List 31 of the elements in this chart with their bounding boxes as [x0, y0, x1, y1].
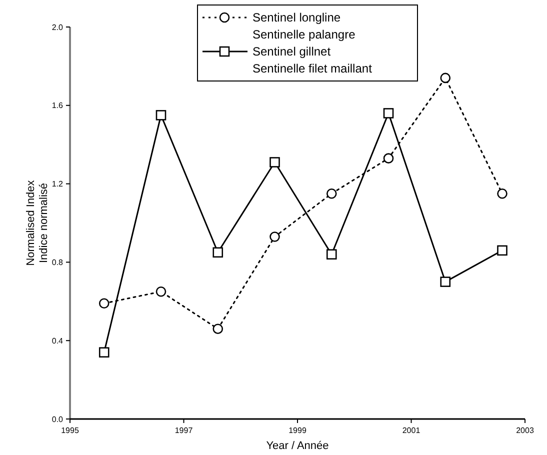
- point: [440, 72, 451, 84]
- point: [440, 276, 451, 287]
- point: [270, 232, 280, 242]
- point: [497, 245, 508, 256]
- point: [156, 110, 166, 120]
- x-tick-label: 2001: [402, 426, 421, 435]
- x-tick-label: 1995: [61, 426, 80, 435]
- y-tick-label: 0.4: [52, 336, 64, 346]
- legend-label: Sentinel longline Sentinelle palangre: [252, 10, 356, 42]
- y-tick-label: 2.0: [52, 22, 64, 32]
- y-tick-label: 1.6: [52, 101, 64, 110]
- y-tick-label: 0.0: [52, 414, 64, 424]
- y-tick-label: 1.2: [52, 180, 64, 189]
- point: [383, 153, 394, 164]
- point: [270, 157, 280, 168]
- point: [156, 286, 166, 297]
- point: [98, 347, 110, 358]
- legend-label: Sentinel gillnet Sentinelle filet maillant: [252, 44, 373, 76]
- x-tick-label: 2003: [516, 426, 534, 435]
- x-tick-label: 1997: [174, 426, 194, 435]
- point: [212, 247, 224, 258]
- point: [326, 188, 337, 199]
- point: [326, 249, 337, 260]
- point: [98, 298, 110, 309]
- point: [383, 108, 394, 118]
- x-axis-title: Year / Année: [266, 440, 329, 452]
- point: [212, 324, 224, 334]
- x-tick-label: 1999: [288, 426, 307, 435]
- point: [497, 188, 508, 199]
- y-tick-label: 0.8: [52, 258, 64, 267]
- y-axis-title: Normalised Index Indice normalisé: [25, 180, 50, 266]
